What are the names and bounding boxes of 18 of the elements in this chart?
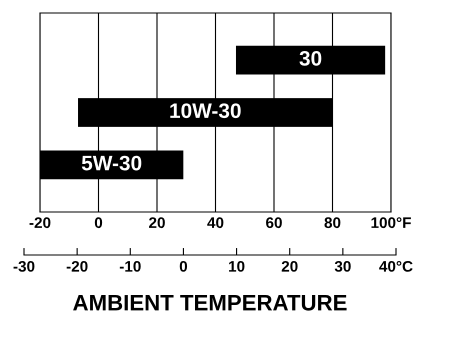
x2-tick-label: 0	[180, 260, 188, 272]
x-tick-label: 60	[266, 217, 282, 228]
x2-tick-label: -10	[120, 260, 141, 272]
x2-tick-label: -20	[66, 260, 88, 272]
x-tick-label: 20	[149, 217, 165, 228]
x2-tick-label: 20	[282, 260, 298, 272]
x-tick-label: 40	[207, 217, 224, 228]
x2-tick-label: -30	[14, 260, 34, 272]
x2-tick-label: 30	[334, 260, 351, 272]
x-tick-label: 80	[324, 217, 340, 228]
x2-tick-label: 40°C	[379, 260, 413, 272]
x2-tick-label: 10	[229, 260, 244, 272]
x-tick-label: 100°F	[372, 217, 411, 228]
y-tick-label: 10W-30	[170, 103, 241, 118]
x-tick-label: 0	[94, 217, 102, 228]
y-tick-label: 5W-30	[82, 156, 142, 170]
x-tick-label: -20	[30, 217, 50, 228]
x-axis-title: AMBIENT TEMPERATURE	[73, 295, 347, 311]
